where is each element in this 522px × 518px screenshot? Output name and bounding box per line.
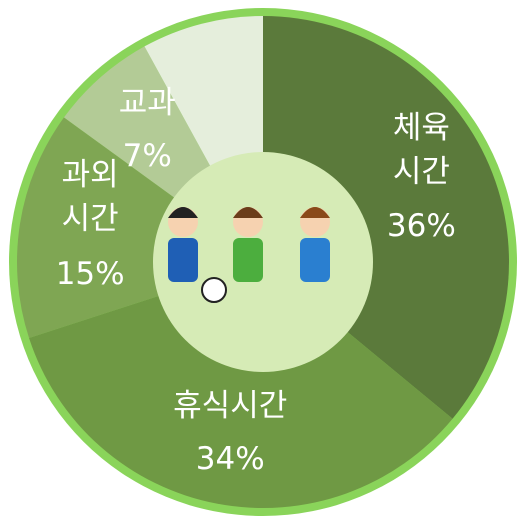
value-label: 34% bbox=[195, 440, 265, 477]
slice bbox=[29, 262, 453, 509]
category-label: 휴식시간 bbox=[173, 388, 288, 425]
value-label: 7% bbox=[122, 137, 172, 174]
category-label: 과외 시간 bbox=[61, 157, 119, 238]
category-label: 체육 시간 bbox=[392, 109, 450, 190]
kids-illustration bbox=[168, 207, 330, 303]
category-label: 교과 bbox=[118, 85, 176, 122]
slice bbox=[263, 16, 509, 419]
value-label: 36% bbox=[386, 208, 456, 245]
slice bbox=[17, 117, 264, 339]
value-label: 15% bbox=[55, 255, 125, 292]
